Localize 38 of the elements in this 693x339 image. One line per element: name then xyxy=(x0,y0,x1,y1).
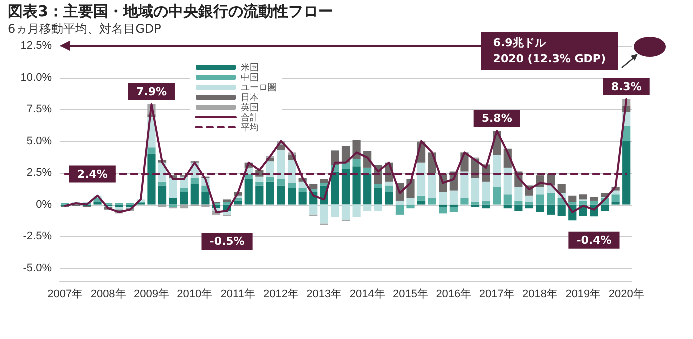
x-tick-label: 2017年 xyxy=(479,288,515,300)
annotation: 6.9兆ドル 2020 (12.3% GDP) xyxy=(493,36,606,66)
x-tick-label: 2015年 xyxy=(393,288,428,300)
x-tick-label: 2020年 xyxy=(608,288,644,300)
y-tick-label: -2.5% xyxy=(23,230,52,243)
legend-label: 中国 xyxy=(241,72,259,82)
legend-label: 日本 xyxy=(241,92,259,102)
x-tick-label: 2014年 xyxy=(350,288,386,300)
x-tick-label: 2018年 xyxy=(522,288,558,300)
legend-label: ユーロ圏 xyxy=(241,82,277,92)
x-tick-label: 2009年 xyxy=(134,288,170,300)
data-label: 7.9% xyxy=(136,85,167,98)
legend-label: 米国 xyxy=(241,62,259,72)
y-tick-label: 12.5% xyxy=(20,40,52,52)
x-tick-label: 2010年 xyxy=(177,288,213,300)
chart-title: 図表3：主要国・地域の中央銀行の流動性フロー xyxy=(8,2,334,20)
y-tick-label: 2.5% xyxy=(26,167,52,180)
data-label: 5.8% xyxy=(482,112,512,126)
y-tick-label: 5.0% xyxy=(26,135,52,148)
data-label: 2.4% xyxy=(77,168,108,181)
y-tick-label: 0% xyxy=(36,198,52,211)
y-tick-label: 10.0% xyxy=(20,72,52,84)
legend-label: 合計 xyxy=(241,112,259,122)
y-tick-label: 7.5% xyxy=(26,104,52,116)
x-tick-label: 2013年 xyxy=(306,288,342,300)
x-tick-label: 2007年 xyxy=(48,288,84,300)
x-tick-label: 2019年 xyxy=(566,288,602,300)
data-label: -0.4% xyxy=(576,234,612,247)
x-tick-label: 2008年 xyxy=(90,288,126,300)
data-label: 8.3% xyxy=(611,80,642,94)
chart-subtitle: 6ヵ月移動平均、対名目GDP xyxy=(8,22,162,36)
x-tick-label: 2016年 xyxy=(436,288,472,300)
x-tick-label: 2011年 xyxy=(220,288,256,300)
x-tick-label: 2012年 xyxy=(264,288,299,300)
data-label: -0.5% xyxy=(210,235,245,248)
legend-label: 平均 xyxy=(241,122,259,132)
y-tick-label: -5.0% xyxy=(23,262,52,274)
legend-label: 英国 xyxy=(241,102,259,112)
